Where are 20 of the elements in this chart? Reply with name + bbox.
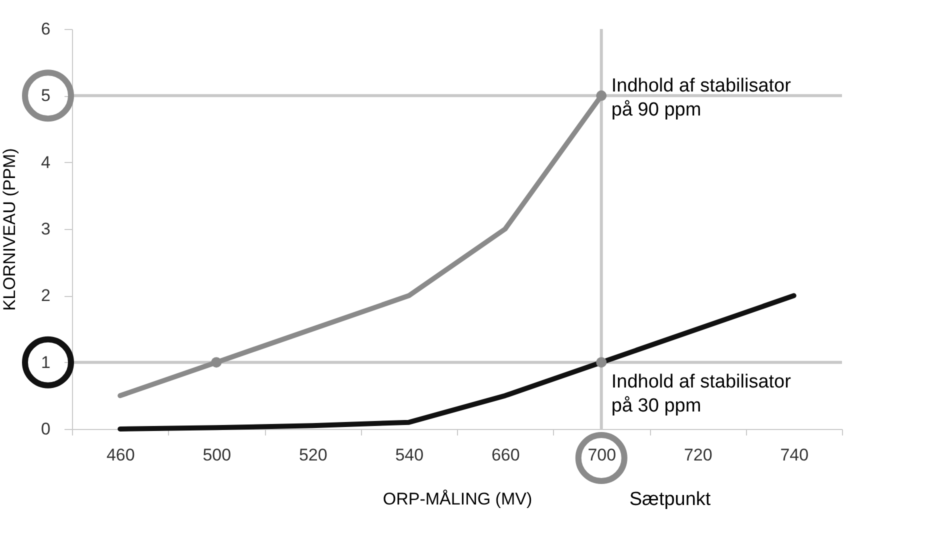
x-tick-label: 460	[106, 446, 135, 464]
x-tick-label: 520	[298, 446, 328, 464]
x-tick-label: 660	[491, 446, 520, 464]
y-tick-label: 1	[41, 352, 50, 372]
x-tick-label: 700	[588, 446, 616, 464]
y-tick-label: 2	[41, 286, 50, 306]
text: Sætpunkt	[629, 489, 712, 510]
y-tick-label: 4	[41, 152, 50, 172]
y-tick-label: 0	[41, 420, 50, 438]
y-tick-label: 5	[41, 86, 50, 106]
y-axis-title: KLORNIVEAU (PPM)	[0, 148, 20, 311]
y-tick-label: 3	[41, 220, 50, 238]
x-axis-title: ORP-MÅLING (MV)	[382, 490, 532, 508]
x-tick-label: 740	[780, 446, 809, 464]
annotation: Indhold af stabilisator på 90 ppm	[611, 76, 792, 121]
annotation: Indhold af stabilisator på 30 ppm	[611, 371, 792, 416]
x-tick-label: 540	[395, 446, 424, 464]
y-tick-label: 6	[41, 20, 50, 38]
x-tick-label: 500	[202, 446, 232, 464]
x-tick-label: 720	[684, 446, 712, 464]
